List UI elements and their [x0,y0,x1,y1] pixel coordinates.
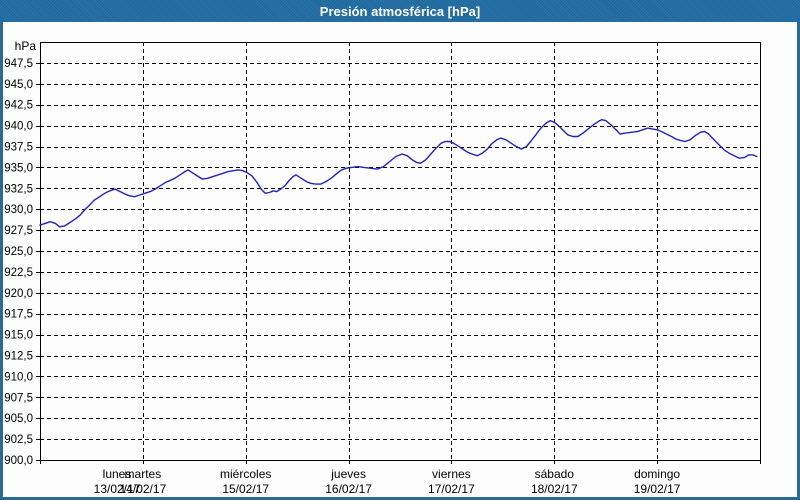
pressure-line [39,118,758,228]
x-date-label: 13/02/17 [94,482,141,496]
x-date-label: 14/02/17 [120,482,167,496]
y-tick-label: 922,5 [4,267,33,279]
window-title: Presión atmosférica [hPa] [319,3,481,19]
y-tick-label: 930,0 [4,204,33,216]
x-date-label: 15/02/17 [222,482,269,496]
x-date-label: 16/02/17 [325,482,372,496]
y-tick-label: 920,0 [4,288,33,300]
x-day-label: jueves [330,467,366,481]
y-tick-label: 907,5 [4,392,33,404]
axes [36,42,761,464]
x-day-label: martes [125,467,162,481]
title-bar: Presión atmosférica [hPa] [0,0,800,22]
y-tick-label: 905,0 [4,413,33,425]
axis-labels: hPa 947,5 945,0 942,5 940,0 937,5 935,0 932,5 93… [4,39,681,496]
y-tick-label: 912,5 [4,351,33,363]
gridlines [40,42,760,460]
y-tick-label: 935,0 [4,162,33,174]
x-date-label: 18/02/17 [531,482,578,496]
x-date-label: 19/02/17 [634,482,681,496]
x-day-label: lunes [103,467,132,481]
y-tick-label: 937,5 [4,142,33,154]
x-date-label: 17/02/17 [428,482,475,496]
x-day-label: miércoles [220,467,271,481]
y-tick-label: 925,0 [4,246,33,258]
x-day-label: domingo [634,467,680,481]
y-tick-label: 945,0 [4,79,33,91]
y-tick-label: 942,5 [4,100,33,112]
y-tick-label: 927,5 [4,225,33,237]
x-day-label: viernes [432,467,471,481]
window-frame [0,22,800,500]
y-axis-unit-label: hPa [15,39,37,53]
y-tick-label: 902,5 [4,434,33,446]
y-tick-label: 932,5 [4,183,33,195]
y-tick-label: 915,0 [4,330,33,342]
x-day-label: sábado [535,467,575,481]
y-tick-label: 917,5 [4,309,33,321]
y-tick-label: 900,0 [4,455,33,467]
y-tick-label: 910,0 [4,371,33,383]
y-tick-label: 940,0 [4,121,33,133]
y-tick-label: 947,5 [4,58,33,70]
